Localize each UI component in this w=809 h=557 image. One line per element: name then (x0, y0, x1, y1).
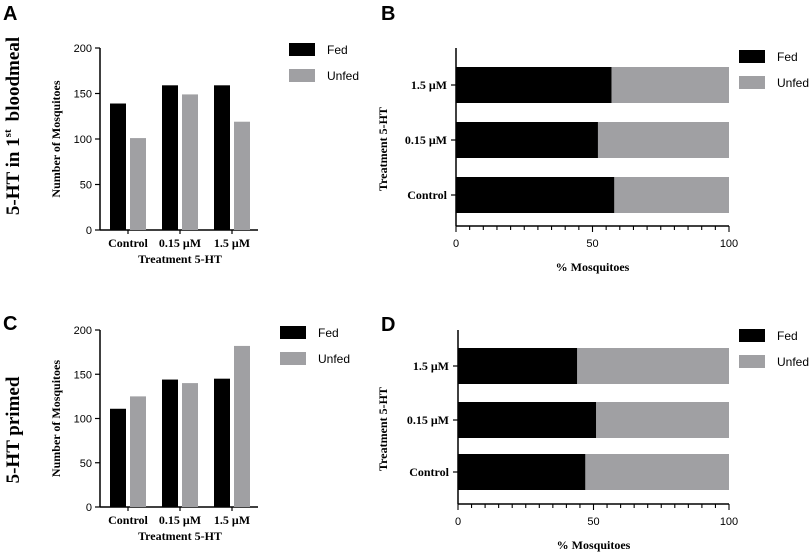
legend-swatch-unfed (280, 352, 306, 365)
legend-label-fed: Fed (777, 50, 798, 64)
x-tick-label: 1.5 μM (214, 236, 250, 250)
bar-fed (214, 378, 230, 507)
legend-label-unfed: Unfed (318, 352, 350, 366)
bar-unfed (597, 122, 729, 158)
y-axis-title: Number of Mosquitoes (49, 80, 63, 197)
x-tick-label: Control (108, 236, 148, 250)
bar-unfed (614, 177, 729, 213)
bar-unfed (182, 383, 198, 507)
y-axis-title: Treatment 5-HT (376, 107, 390, 191)
legend-swatch-fed (289, 43, 315, 56)
bar-fed (214, 85, 230, 230)
y-tick-label: 150 (74, 369, 92, 381)
panel-b: B 0 50 100 1.5 μM 0.15 μM Control % Mosquitoes T… (376, 3, 809, 274)
row-label-top: 5-HT in 1st bloodmeal (2, 37, 24, 215)
bar-fed (456, 122, 598, 158)
legend-swatch-fed (280, 326, 306, 339)
y-tick-label: 100 (74, 134, 92, 146)
legend-swatch-unfed (289, 69, 315, 82)
legend-swatch-unfed (739, 76, 765, 89)
bar-unfed (577, 348, 729, 384)
legend-label-fed: Fed (777, 329, 798, 343)
panel-letter: D (381, 314, 395, 336)
legend-label-fed: Fed (327, 43, 348, 57)
row-label-bottom: 5-HT primed (3, 376, 24, 483)
bar-fed (456, 177, 615, 213)
panel-d: D 0 50 100 1.5 μM 0.15 μM Control % Mosquitoes T… (376, 314, 809, 552)
legend-label-unfed: Unfed (327, 69, 359, 83)
bar-unfed (234, 121, 250, 230)
y-tick-label: 1.5 μM (411, 78, 447, 92)
x-tick-label: 1.5 μM (214, 513, 250, 527)
x-axis-title: Treatment 5-HT (138, 252, 222, 266)
row-label-top-sup: st (2, 129, 14, 137)
legend-swatch-fed (739, 329, 765, 342)
x-tick-label: Control (108, 513, 148, 527)
bar-unfed (585, 454, 729, 490)
bar-fed (458, 454, 586, 490)
x-axis-title: % Mosquitoes (556, 260, 630, 274)
legend-swatch-unfed (739, 355, 765, 368)
legend-label-unfed: Unfed (777, 76, 809, 90)
y-axis-title: Number of Mosquitoes (49, 360, 63, 477)
x-tick-label: 0.15 μM (159, 513, 201, 527)
panel-letter: A (3, 3, 17, 25)
row-label-top-main: 5-HT in 1 (3, 137, 24, 215)
legend-swatch-fed (739, 50, 765, 63)
row-label-top-tail: bloodmeal (3, 37, 24, 121)
bar-fed (458, 402, 597, 438)
bar-unfed (182, 94, 198, 230)
y-tick-label: Control (409, 465, 449, 479)
panel-letter: B (381, 3, 395, 25)
y-tick-label: 200 (74, 43, 92, 55)
x-tick-label: 0.15 μM (159, 236, 201, 250)
y-tick-label: 200 (74, 325, 92, 337)
y-tick-label: 0 (86, 502, 92, 514)
panel-letter: C (3, 313, 17, 335)
bar-unfed (234, 345, 250, 507)
bar-fed (458, 348, 578, 384)
bar-unfed (596, 402, 729, 438)
x-tick-label: 100 (720, 516, 738, 528)
x-tick-label: 50 (587, 516, 599, 528)
x-axis-title: Treatment 5-HT (138, 529, 222, 543)
y-tick-label: 50 (80, 180, 92, 192)
x-tick-label: 100 (720, 238, 738, 250)
legend-label-fed: Fed (318, 326, 339, 340)
x-axis-title: % Mosquitoes (557, 538, 631, 552)
bar-unfed (611, 67, 729, 103)
y-tick-label: 150 (74, 89, 92, 101)
y-tick-label: 0 (86, 225, 92, 237)
y-tick-label: 1.5 μM (413, 359, 449, 373)
x-tick-label: 0 (455, 516, 461, 528)
bar-fed (110, 408, 126, 507)
x-tick-label: 0 (453, 238, 459, 250)
bar-unfed (130, 138, 146, 230)
y-tick-label: 0.15 μM (407, 413, 449, 427)
bar-fed (162, 85, 178, 230)
x-tick-label: 50 (586, 238, 598, 250)
bar-fed (456, 67, 612, 103)
y-tick-label: Control (407, 188, 447, 202)
legend-label-unfed: Unfed (777, 355, 809, 369)
panel-c: C 0 50 100 150 200 Control 0.15 μM 1.5 μM Treatme… (3, 313, 350, 543)
y-axis-title: Treatment 5-HT (376, 387, 390, 471)
bar-fed (162, 379, 178, 507)
panel-a: A 0 50 100 150 200 Control 0.15 μM 1.5 μM Treatme… (3, 3, 359, 266)
y-tick-label: 100 (74, 414, 92, 426)
y-tick-label: 50 (80, 458, 92, 470)
y-tick-label: 0.15 μM (405, 133, 447, 147)
bar-unfed (130, 396, 146, 507)
bar-fed (110, 103, 126, 230)
